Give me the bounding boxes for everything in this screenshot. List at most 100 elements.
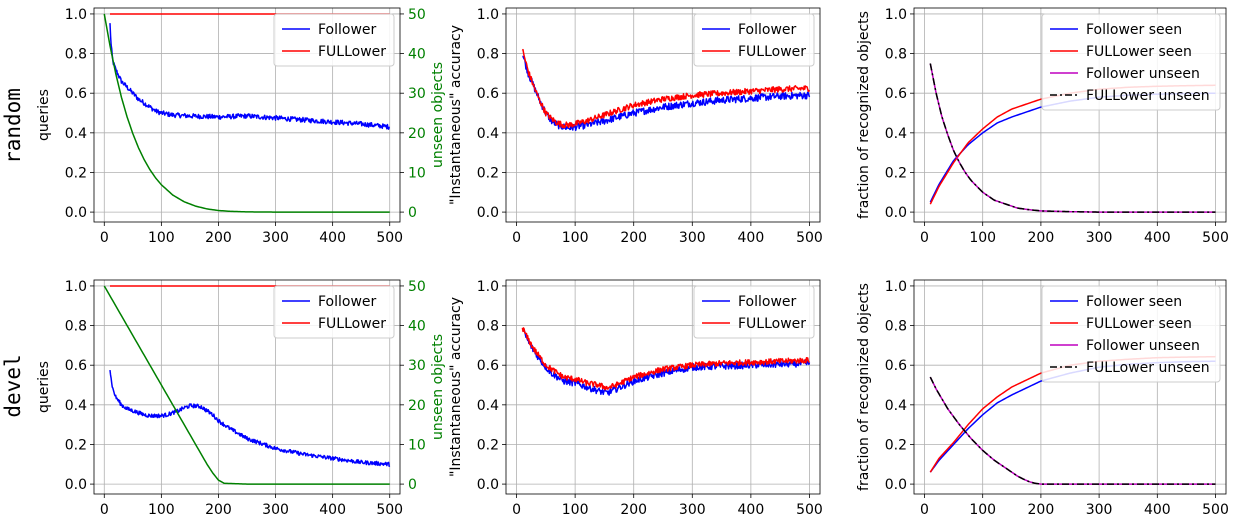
x-tick-label: 0: [512, 230, 521, 246]
x-tick-label: 200: [1028, 230, 1055, 246]
y-tick-label: 0.4: [65, 126, 87, 142]
plot-frame: [505, 279, 821, 495]
x-tick-label: 0: [512, 502, 521, 518]
y-tick-label: 0.8: [885, 47, 907, 63]
x-tick-label: 400: [319, 230, 346, 246]
y-tick-label: 1.0: [477, 7, 499, 23]
y2-tick-label: 10: [408, 437, 426, 453]
y2-tick-label: 0: [408, 205, 417, 221]
x-tick-label: 0: [100, 502, 109, 518]
chart-random-recognized: 0 100 200 300 400 500 0.0 0.2 0.4 0.6 0.8 1.0 fracti…: [856, 7, 1229, 246]
x-tick-label: 300: [262, 502, 289, 518]
y-tick-label: 0.0: [477, 477, 499, 493]
y-axis-label: "Instantaneous" accuracy: [448, 297, 464, 477]
plot-frame: [93, 7, 401, 223]
x-tick-label: 500: [1202, 230, 1229, 246]
legend-box: [693, 285, 815, 339]
y-tick-label: 0.8: [477, 47, 499, 63]
y2-tick-label: 20: [408, 398, 426, 414]
x-tick-label: 0: [920, 230, 929, 246]
x-tick-label: 200: [205, 230, 232, 246]
chart-random-queries: 0 100 200 300 400 500 0.0 0.2 0.4 0.6 0.8 1.0 0 10 20 3…: [36, 7, 446, 246]
x-tick-label: 400: [319, 502, 346, 518]
x-tick-label: 500: [796, 502, 823, 518]
x-tick-label: 300: [679, 230, 706, 246]
legend-box: [693, 13, 815, 67]
plot-frame: [505, 7, 821, 223]
follower-series-line: [109, 369, 391, 467]
x-tick-label: 100: [562, 230, 589, 246]
x-tick-label: 300: [262, 230, 289, 246]
legend-entry: FULLower unseen: [1086, 360, 1210, 376]
y-tick-label: 0.2: [65, 437, 87, 453]
y-tick-label: 0.2: [885, 165, 907, 181]
y-axis-label: fraction of recognized objects: [856, 11, 872, 219]
x-tick-label: 400: [738, 502, 765, 518]
y-tick-label: 0.6: [885, 86, 907, 102]
y-tick-label: 0.8: [65, 319, 87, 335]
fullower-unseen-series-line: [929, 63, 1216, 213]
y2-tick-label: 10: [408, 165, 426, 181]
fullower-series-line: [521, 327, 810, 391]
y2-tick-label: 40: [408, 319, 426, 335]
legend: Follower FULLower: [693, 13, 815, 67]
legend: Follower FULLower: [693, 285, 815, 339]
legend-entry: Follower: [738, 22, 797, 38]
x-tick-label: 300: [679, 502, 706, 518]
y-tick-label: 0.2: [477, 437, 499, 453]
y-tick-label: 1.0: [885, 7, 907, 23]
y-tick-label: 0.2: [65, 165, 87, 181]
plot-frame: [93, 279, 401, 495]
legend-box: [1041, 13, 1221, 111]
legend-entry: FULLower seen: [1086, 316, 1192, 332]
fullower-unseen-series-line: [929, 376, 1216, 485]
fullower-series-line: [521, 48, 811, 129]
legend-entry: Follower: [738, 294, 797, 310]
follower-unseen-series-line: [929, 376, 1216, 485]
y-tick-label: 0.4: [885, 126, 907, 142]
y-tick-label: 0.0: [65, 205, 87, 221]
y-tick-label: 0.4: [477, 126, 499, 142]
y2-tick-label: 50: [408, 7, 426, 23]
legend-entry: Follower unseen: [1086, 66, 1200, 82]
y-tick-label: 1.0: [65, 279, 87, 295]
legend-entry: FULLower: [738, 316, 806, 332]
legend-entry: FULLower seen: [1086, 44, 1192, 60]
y-tick-label: 0.6: [477, 86, 499, 102]
follower-series-line: [109, 23, 390, 130]
y-tick-label: 0.4: [65, 398, 87, 414]
y2-tick-label: 40: [408, 47, 426, 63]
legend-entry: FULLower: [318, 316, 386, 332]
x-tick-label: 100: [148, 230, 175, 246]
legend-box: [273, 285, 395, 339]
y2-axis-label: unseen objects: [430, 62, 446, 168]
y-tick-label: 1.0: [477, 279, 499, 295]
y-axis-label: fraction of recognized objects: [856, 283, 872, 491]
row-label-devel: devel: [1, 354, 25, 417]
legend: Follower seen FULLower seen Follower unsee…: [1041, 285, 1221, 383]
unseen-objects-series-line: [103, 285, 390, 485]
y-tick-label: 0.8: [65, 47, 87, 63]
y-tick-label: 0.6: [885, 358, 907, 374]
y2-tick-label: 30: [408, 86, 426, 102]
legend: Follower seen FULLower seen Follower unsee…: [1041, 13, 1221, 111]
y-axis-label: "Instantaneous" accuracy: [448, 25, 464, 205]
unseen-objects-series-line: [103, 13, 390, 213]
y-tick-label: 0.4: [885, 398, 907, 414]
y-tick-label: 0.0: [65, 477, 87, 493]
y-tick-label: 0.6: [477, 358, 499, 374]
x-tick-label: 0: [920, 502, 929, 518]
x-tick-label: 0: [100, 230, 109, 246]
follower-series-line: [522, 55, 811, 132]
plot-frame: [913, 7, 1227, 223]
y-tick-label: 0.6: [65, 86, 87, 102]
legend-box: [273, 13, 395, 67]
legend-entry: Follower unseen: [1086, 338, 1200, 354]
chart-devel-accuracy: 0 100 200 300 400 500 0.0 0.2 0.4 0.6 0.8 1.0 "Insta…: [448, 279, 823, 518]
legend-entry: Follower: [318, 294, 377, 310]
x-tick-label: 500: [376, 230, 403, 246]
x-tick-label: 300: [1086, 502, 1113, 518]
x-tick-label: 200: [1028, 502, 1055, 518]
y-tick-label: 0.2: [885, 437, 907, 453]
